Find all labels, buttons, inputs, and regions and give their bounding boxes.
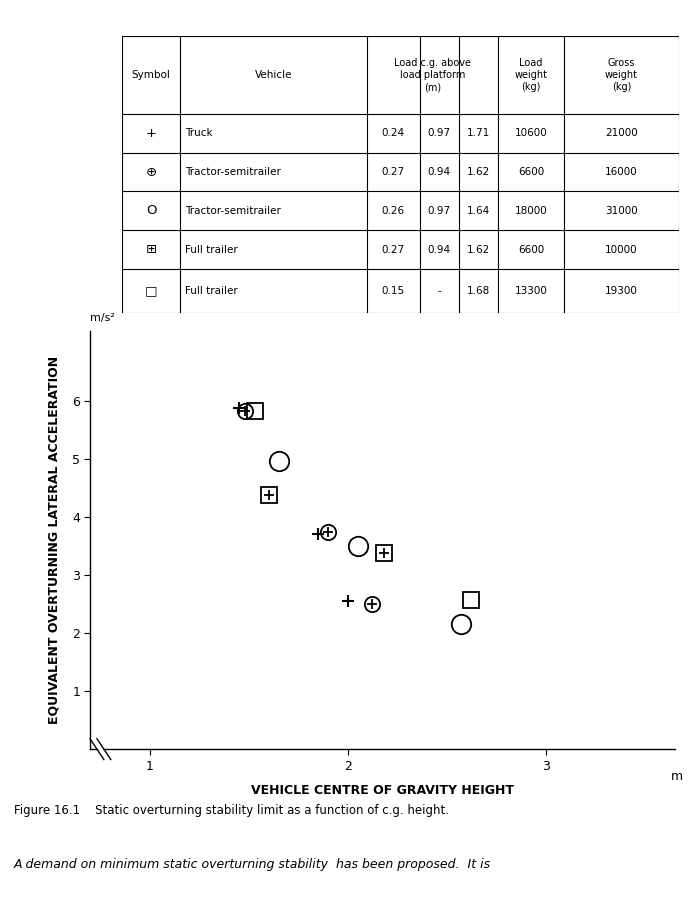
Text: 1.62: 1.62: [466, 244, 490, 254]
Text: 21000: 21000: [605, 128, 638, 138]
Text: Symbol: Symbol: [132, 70, 171, 80]
Text: Gross
weight
(kg): Gross weight (kg): [605, 58, 638, 93]
X-axis label: VEHICLE CENTRE OF GRAVITY HEIGHT: VEHICLE CENTRE OF GRAVITY HEIGHT: [251, 784, 514, 796]
Text: 0.27: 0.27: [381, 167, 405, 177]
Text: Full trailer: Full trailer: [184, 244, 237, 254]
Text: Load
weight
(kg): Load weight (kg): [514, 58, 548, 93]
Text: Tractor-semitrailer: Tractor-semitrailer: [184, 167, 280, 177]
Text: m/s²: m/s²: [90, 312, 116, 322]
Text: 19300: 19300: [605, 286, 638, 296]
Text: 1.62: 1.62: [466, 167, 490, 177]
Text: +: +: [145, 127, 157, 140]
Text: 1.64: 1.64: [466, 206, 490, 216]
Text: 0.24: 0.24: [381, 128, 405, 138]
Text: ⊞: ⊞: [145, 243, 157, 256]
Text: Load c.g. above
load platform
(m): Load c.g. above load platform (m): [394, 58, 470, 93]
Text: 0.94: 0.94: [427, 167, 451, 177]
Text: 0.27: 0.27: [381, 244, 405, 254]
Text: 18000: 18000: [514, 206, 548, 216]
Text: 0.15: 0.15: [381, 286, 405, 296]
Text: 1.68: 1.68: [466, 286, 490, 296]
Text: -: -: [437, 286, 441, 296]
Text: 0.94: 0.94: [427, 244, 451, 254]
Text: ⊕: ⊕: [145, 165, 157, 179]
Text: Vehicle: Vehicle: [255, 70, 292, 80]
Text: O: O: [145, 204, 157, 217]
Text: Figure 16.1    Static overturning stability limit as a function of c.g. height.: Figure 16.1 Static overturning stability…: [14, 804, 449, 816]
Text: Truck: Truck: [184, 128, 212, 138]
Text: 10600: 10600: [514, 128, 548, 138]
Text: 31000: 31000: [605, 206, 638, 216]
Text: 6600: 6600: [518, 244, 544, 254]
Text: □: □: [145, 284, 157, 298]
Text: A demand on minimum static overturning stability  has been proposed.  It is: A demand on minimum static overturning s…: [14, 858, 491, 871]
Text: 6600: 6600: [518, 167, 544, 177]
Text: m: m: [671, 771, 683, 784]
Text: 16000: 16000: [605, 167, 638, 177]
Text: 13300: 13300: [514, 286, 548, 296]
Text: 0.26: 0.26: [381, 206, 405, 216]
Text: Tractor-semitrailer: Tractor-semitrailer: [184, 206, 280, 216]
Text: 0.97: 0.97: [427, 206, 451, 216]
Y-axis label: EQUIVALENT OVERTURNING LATERAL ACCELERATION: EQUIVALENT OVERTURNING LATERAL ACCELERAT…: [48, 356, 61, 725]
Text: 1.71: 1.71: [466, 128, 490, 138]
Text: 0.97: 0.97: [427, 128, 451, 138]
Text: Full trailer: Full trailer: [184, 286, 237, 296]
Text: 10000: 10000: [606, 244, 638, 254]
